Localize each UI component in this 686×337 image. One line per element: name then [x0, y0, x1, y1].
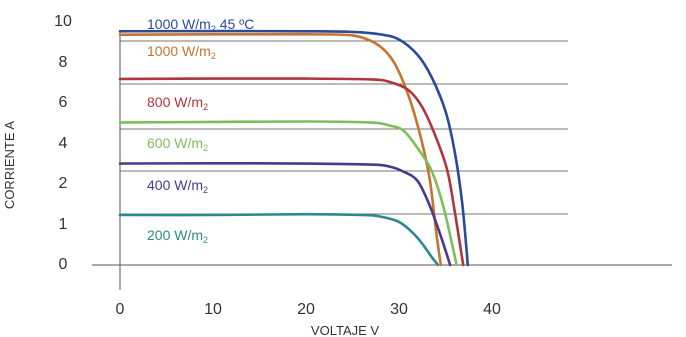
series-line [118, 120, 458, 267]
series-lines [118, 29, 470, 267]
y-tick-label: 10 [54, 13, 72, 30]
series-line [118, 32, 443, 267]
series-label: 400 W/m2 [147, 177, 208, 195]
y-tick-label: 2 [59, 175, 68, 192]
x-tick-label: 40 [483, 301, 501, 318]
series-label: 800 W/m2 [147, 94, 208, 112]
x-axis-label: VOLTAJE V [311, 323, 379, 337]
y-tick-label: 8 [59, 54, 68, 71]
series-label: 1000 W/m2 [147, 43, 216, 61]
series-line [118, 29, 470, 267]
x-tick-label: 20 [297, 301, 315, 318]
y-tick-label: 6 [59, 94, 68, 111]
axes [92, 30, 672, 290]
y-axis-label: CORRIENTE A [2, 121, 17, 209]
y-tick-label: 0 [59, 256, 68, 273]
series-line [118, 212, 440, 267]
x-tick-label: 30 [390, 301, 408, 318]
series-label: 1000 W/m2 45 ºC [147, 16, 254, 34]
y-tick-labels: 0 1 2 4 6 8 10 [54, 13, 72, 273]
series-labels: 1000 W/m2 45 ºC 1000 W/m2 800 W/m2 600 W/m2… [147, 16, 254, 245]
x-tick-label: 0 [116, 301, 125, 318]
x-tick-labels: 0 10 20 30 40 [116, 301, 501, 318]
series-line [118, 77, 465, 267]
y-tick-label: 4 [59, 135, 68, 152]
series-label: 200 W/m2 [147, 227, 208, 245]
series-line [118, 162, 452, 267]
y-tick-label: 1 [59, 216, 68, 233]
x-tick-label: 10 [204, 301, 222, 318]
series-label: 600 W/m2 [147, 135, 208, 153]
